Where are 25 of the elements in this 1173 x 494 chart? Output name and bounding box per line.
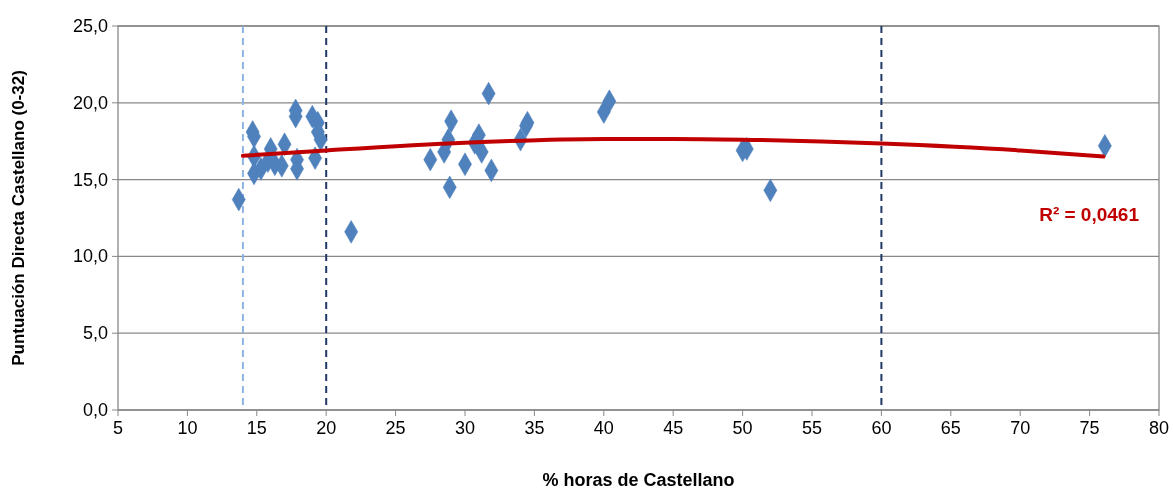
y-tick-label: 5,0 — [82, 323, 108, 344]
y-tick-label: 10,0 — [72, 246, 108, 267]
x-tick-label: 30 — [454, 418, 476, 438]
x-tick-label: 20 — [316, 418, 337, 438]
x-tick-label: 35 — [524, 418, 545, 438]
x-tick-label: 65 — [940, 418, 961, 438]
x-tick-label: 55 — [801, 418, 823, 438]
x-tick-label: 70 — [1010, 418, 1031, 438]
x-tick-label: 25 — [385, 418, 406, 438]
x-tick-label: 40 — [593, 418, 614, 438]
annotation: R² = 0,0461 — [1039, 204, 1140, 225]
x-tick-label: 5 — [112, 418, 124, 438]
x-tick-label: 15 — [246, 418, 267, 438]
x-tick-label: 10 — [177, 418, 198, 438]
x-tick-label: 60 — [871, 418, 892, 438]
x-tick-label: 80 — [1148, 418, 1170, 438]
x-axis-title: % horas de Castellano — [542, 470, 735, 490]
y-tick-label: 15,0 — [72, 169, 108, 190]
x-tick-label: 50 — [732, 418, 753, 438]
y-tick-label: 20,0 — [72, 92, 108, 113]
x-tick-label: 45 — [663, 418, 684, 438]
y-tick-label: 25,0 — [72, 16, 108, 36]
x-tick-label: 75 — [1079, 418, 1100, 438]
y-tick-label: 0,0 — [82, 400, 108, 420]
y-axis-title: Puntuación Directa Castellano (0-32) — [9, 70, 28, 366]
